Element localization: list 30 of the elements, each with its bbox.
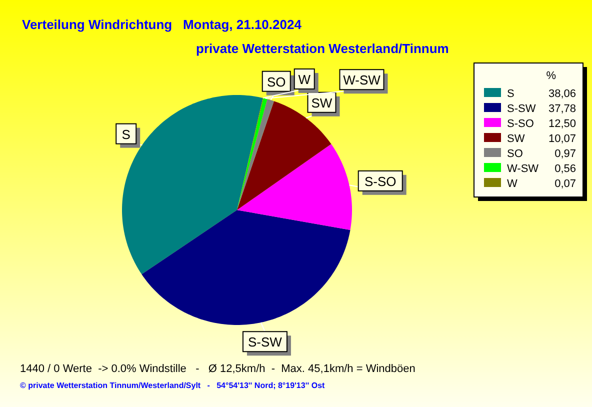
slice-label: S-SO xyxy=(364,174,396,189)
legend-label: S xyxy=(507,88,514,100)
slice-label: SO xyxy=(266,74,286,90)
data-label: 37,78 xyxy=(548,103,576,115)
pie-slice xyxy=(142,210,350,325)
chart-title: Verteilung Windrichtung Montag, 21.10.2024 xyxy=(22,17,302,32)
legend-label: SW xyxy=(507,133,526,145)
legend-title: % xyxy=(546,70,556,82)
legend-label: W-SW xyxy=(507,163,540,175)
slice-label: SW xyxy=(311,95,333,110)
pie-slice xyxy=(237,144,352,230)
legend-label: SO xyxy=(507,148,524,160)
legend-label: S-SO xyxy=(507,118,534,130)
text: 1440 / 0 Werte -> 0.0% Windstille - Ø 12,5km/h - Max. 45,1km/h = Windböen xyxy=(20,363,416,375)
slice-label: S-SW xyxy=(248,334,283,350)
legend-label: S-SW xyxy=(507,103,536,115)
chart-subtitle: private Wetterstation Westerland/Tinnum xyxy=(196,41,449,56)
data-label: 38,06 xyxy=(548,88,576,100)
data-label: 0,97 xyxy=(554,148,576,160)
data-label: 0,56 xyxy=(554,163,576,175)
slice-label: W-SW xyxy=(343,72,382,88)
legend-label: W xyxy=(507,178,518,190)
data-label: 0,07 xyxy=(554,178,576,190)
slice-label: W xyxy=(298,72,312,87)
pie-slice xyxy=(122,95,263,274)
data-label: 10,07 xyxy=(548,133,576,145)
text: © private Wetterstation Tinnum/Westerland/Sylt - 54°54'13'' Nord; 8°19'13'' Ost xyxy=(20,381,326,390)
slice-label: S xyxy=(122,126,131,142)
pie-slice xyxy=(237,99,274,210)
data-label: 12,50 xyxy=(548,118,576,130)
